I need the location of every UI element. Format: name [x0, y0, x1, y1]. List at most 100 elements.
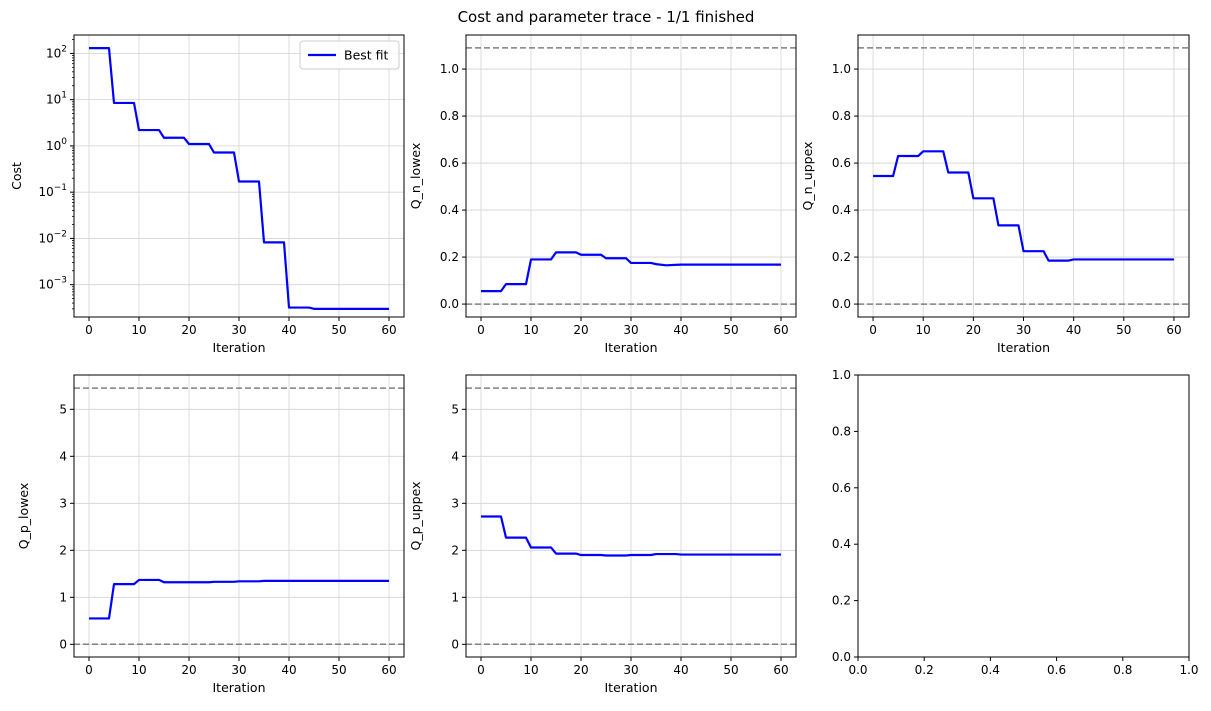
y-tick-label: 0	[451, 637, 459, 651]
cost-plot: 0 10 20 30 40 50 60 10−3 10−2 10−1 100 101 102 Iterat…	[9, 34, 405, 355]
x-tick-label: 50	[723, 663, 738, 677]
legend-box	[299, 40, 400, 70]
y-tick-label: 1.0	[832, 62, 851, 76]
series-line	[89, 47, 389, 310]
y-tick-label: 0.4	[440, 203, 459, 217]
x-tick-label: 0	[477, 323, 485, 337]
y-axis-label: Q_p_uppex	[408, 482, 423, 551]
x-tick-label: 50	[331, 663, 346, 677]
y-axis-label: Q_p_lowex	[16, 483, 31, 550]
q-n-lowex-plot: 0 10 20 30 40 50 60 0.0 0.2 0.4 0.6 0.8 1.0 Iteration…	[408, 34, 797, 355]
y-tick-label: 1.0	[440, 62, 459, 76]
y-tick-label: 0.6	[832, 481, 851, 495]
x-tick-label: 20	[573, 323, 588, 337]
series-line	[481, 251, 781, 293]
y-tick-label: 3	[59, 496, 67, 510]
x-tick-label: 0.4	[981, 663, 1000, 677]
q-p-lowex-plot: 0 10 20 30 40 50 60 0 1 2 3 4 5 Iteration Q_p_lowex	[16, 374, 405, 695]
y-tick-label: 0.0	[832, 297, 851, 311]
x-tick-label: 30	[623, 323, 638, 337]
y-tick-label: 102	[46, 44, 67, 60]
x-tick-label: 40	[673, 663, 688, 677]
series-line	[873, 150, 1174, 262]
x-axis-label: Iteration	[604, 340, 657, 355]
y-tick-label: 4	[59, 449, 67, 463]
y-tick-label: 1.0	[832, 368, 851, 382]
x-tick-label: 40	[281, 663, 296, 677]
y-tick-label: 0	[59, 637, 67, 651]
x-tick-label: 30	[231, 663, 246, 677]
y-tick-label: 10−2	[38, 229, 67, 245]
y-tick-label: 0.0	[832, 650, 851, 664]
empty-plot: 0.0 0.2 0.4 0.6 0.8 1.0 0.0 0.2 0.4 0.6 0.8 1.0	[832, 368, 1199, 677]
y-tick-label: 0.8	[832, 109, 851, 123]
x-tick-label: 0	[869, 323, 877, 337]
y-axis-label: Cost	[9, 162, 24, 190]
x-tick-label: 0.8	[1113, 663, 1132, 677]
x-tick-label: 0.6	[1047, 663, 1066, 677]
series-line	[89, 578, 389, 620]
x-tick-label: 50	[723, 323, 738, 337]
x-tick-label: 40	[281, 323, 296, 337]
x-tick-label: 60	[773, 663, 788, 677]
y-tick-label: 2	[59, 543, 67, 557]
y-tick-label: 3	[451, 496, 459, 510]
y-tick-label: 0.6	[832, 156, 851, 170]
x-tick-label: 10	[916, 323, 931, 337]
x-axis-label: Iteration	[212, 680, 265, 695]
x-tick-label: 30	[231, 323, 246, 337]
y-tick-label: 1	[59, 590, 67, 604]
y-tick-label: 0.8	[832, 424, 851, 438]
y-tick-label: 10−3	[38, 276, 67, 292]
x-tick-label: 0	[85, 323, 93, 337]
series-line	[481, 515, 781, 557]
x-tick-label: 10	[523, 323, 538, 337]
x-axis-label: Iteration	[604, 680, 657, 695]
x-axis-label: Iteration	[212, 340, 265, 355]
y-tick-label: 2	[451, 543, 459, 557]
y-tick-label: 0.0	[440, 297, 459, 311]
x-tick-label: 40	[673, 323, 688, 337]
x-axis-label: Iteration	[997, 340, 1050, 355]
axes-frame	[857, 374, 1190, 658]
x-tick-label: 60	[381, 323, 396, 337]
x-tick-label: 0.2	[915, 663, 934, 677]
legend: Best fit	[299, 40, 400, 70]
x-tick-label: 50	[331, 323, 346, 337]
y-tick-label: 1	[451, 590, 459, 604]
y-tick-label: 0.2	[440, 250, 459, 264]
x-tick-label: 40	[1066, 323, 1081, 337]
x-tick-label: 0	[477, 663, 485, 677]
x-tick-label: 50	[1116, 323, 1131, 337]
x-tick-label: 20	[966, 323, 981, 337]
x-tick-label: 10	[131, 323, 146, 337]
y-tick-label: 10−1	[38, 183, 67, 199]
y-tick-label: 101	[46, 91, 67, 107]
legend-label: Best fit	[344, 48, 389, 63]
y-tick-label: 0.6	[440, 156, 459, 170]
y-tick-label: 5	[451, 402, 459, 416]
x-tick-label: 10	[131, 663, 146, 677]
y-tick-label: 0.4	[832, 537, 851, 551]
x-tick-label: 0	[85, 663, 93, 677]
x-tick-label: 60	[381, 663, 396, 677]
y-tick-label: 4	[451, 449, 459, 463]
q-p-uppex-plot: 0 10 20 30 40 50 60 0 1 2 3 4 5 Iteration Q_p_uppex	[408, 374, 797, 695]
y-axis-label: Q_n_uppex	[800, 142, 815, 211]
y-tick-label: 5	[59, 402, 67, 416]
y-tick-label: 0.2	[832, 250, 851, 264]
x-tick-label: 20	[181, 663, 196, 677]
q-n-uppex-plot: 0 10 20 30 40 50 60 0.0 0.2 0.4 0.6 0.8 1.0 Iteration…	[800, 34, 1190, 355]
x-tick-label: 20	[573, 663, 588, 677]
x-tick-label: 30	[623, 663, 638, 677]
x-tick-label: 10	[523, 663, 538, 677]
figure-suptitle: Cost and parameter trace - 1/1 finished	[458, 8, 755, 26]
x-tick-label: 1.0	[1179, 663, 1198, 677]
x-tick-label: 60	[773, 323, 788, 337]
x-tick-label: 0.0	[848, 663, 867, 677]
y-tick-label: 100	[46, 137, 67, 153]
y-tick-label: 0.4	[832, 203, 851, 217]
x-tick-label: 30	[1016, 323, 1031, 337]
y-tick-label: 0.8	[440, 109, 459, 123]
